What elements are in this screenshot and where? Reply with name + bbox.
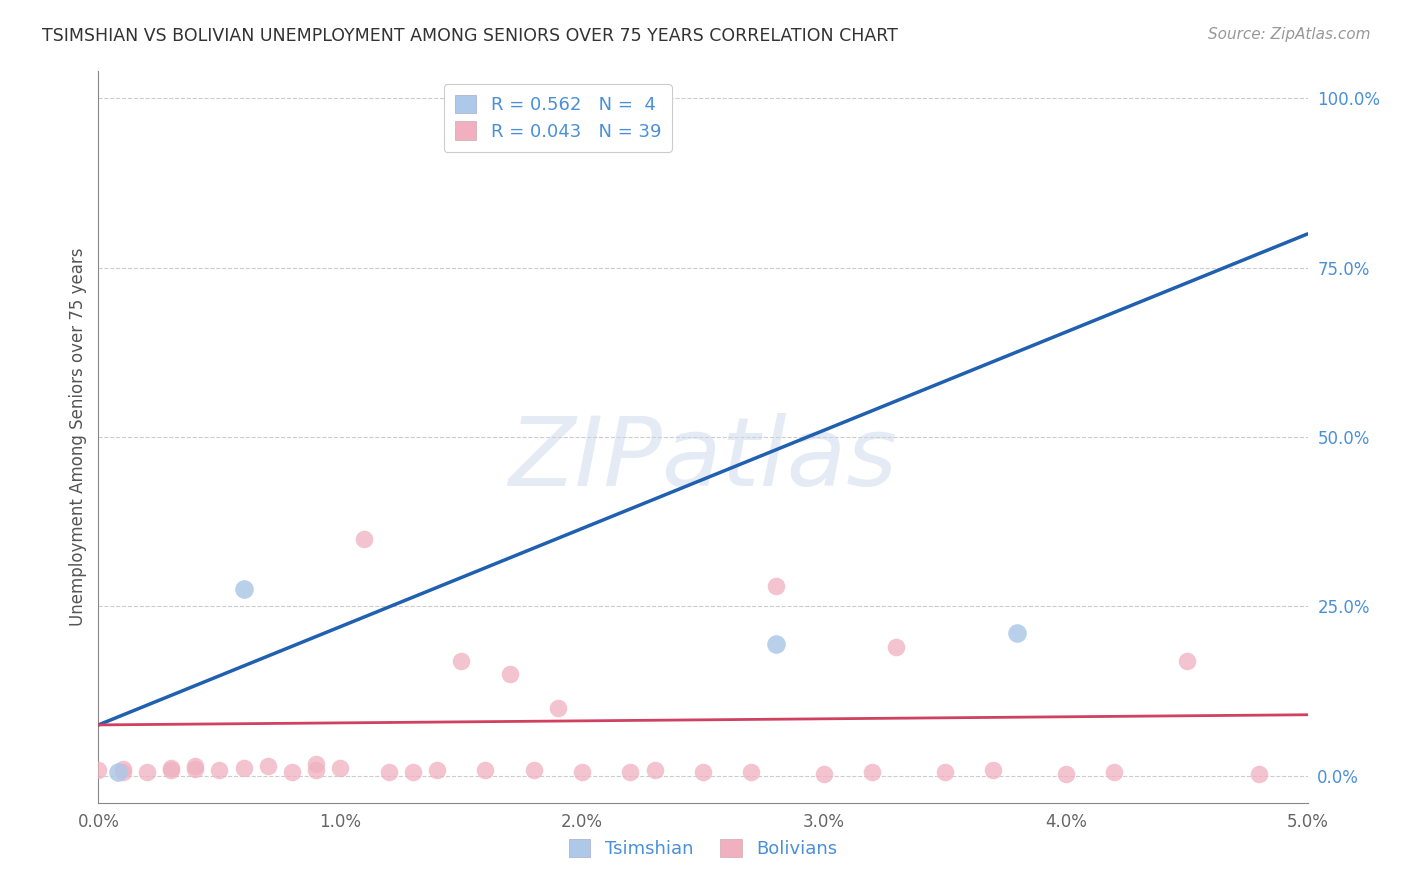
Point bbox=[135, 764, 157, 779]
Point bbox=[860, 765, 883, 780]
Point bbox=[740, 765, 762, 780]
Point bbox=[981, 764, 1004, 778]
Point bbox=[208, 764, 231, 778]
Point bbox=[571, 765, 593, 780]
Point bbox=[184, 758, 207, 772]
Text: TSIMSHIAN VS BOLIVIAN UNEMPLOYMENT AMONG SENIORS OVER 75 YEARS CORRELATION CHART: TSIMSHIAN VS BOLIVIAN UNEMPLOYMENT AMONG… bbox=[42, 27, 898, 45]
Text: Source: ZipAtlas.com: Source: ZipAtlas.com bbox=[1208, 27, 1371, 42]
Point bbox=[160, 761, 183, 775]
Point bbox=[184, 762, 207, 776]
Point bbox=[256, 758, 278, 772]
Point bbox=[329, 761, 352, 775]
Point bbox=[87, 764, 110, 778]
Point bbox=[107, 765, 129, 780]
Point bbox=[353, 532, 375, 546]
Point bbox=[426, 764, 449, 778]
Point bbox=[644, 764, 666, 778]
Point bbox=[111, 765, 134, 780]
Point bbox=[1054, 766, 1077, 780]
Point bbox=[160, 764, 183, 778]
Point bbox=[547, 701, 569, 715]
Point bbox=[765, 579, 787, 593]
Point bbox=[111, 762, 134, 776]
Point bbox=[232, 761, 254, 775]
Point bbox=[232, 582, 254, 597]
Point bbox=[1175, 654, 1198, 668]
Point bbox=[523, 764, 546, 778]
Point bbox=[450, 654, 472, 668]
Point bbox=[305, 756, 328, 771]
Y-axis label: Unemployment Among Seniors over 75 years: Unemployment Among Seniors over 75 years bbox=[69, 248, 87, 626]
Point bbox=[886, 640, 908, 654]
Text: ZIPatlas: ZIPatlas bbox=[509, 412, 897, 506]
Point bbox=[692, 765, 714, 780]
Point bbox=[305, 764, 328, 778]
Point bbox=[1249, 766, 1271, 780]
Point bbox=[1102, 765, 1125, 780]
Point bbox=[1007, 626, 1029, 640]
Legend: Tsimshian, Bolivians: Tsimshian, Bolivians bbox=[560, 830, 846, 867]
Point bbox=[402, 765, 425, 780]
Point bbox=[619, 765, 641, 780]
Point bbox=[498, 667, 520, 681]
Point bbox=[281, 765, 304, 780]
Point bbox=[934, 765, 956, 780]
Point bbox=[765, 637, 787, 651]
Point bbox=[474, 764, 496, 778]
Point bbox=[377, 765, 399, 780]
Point bbox=[813, 766, 835, 780]
